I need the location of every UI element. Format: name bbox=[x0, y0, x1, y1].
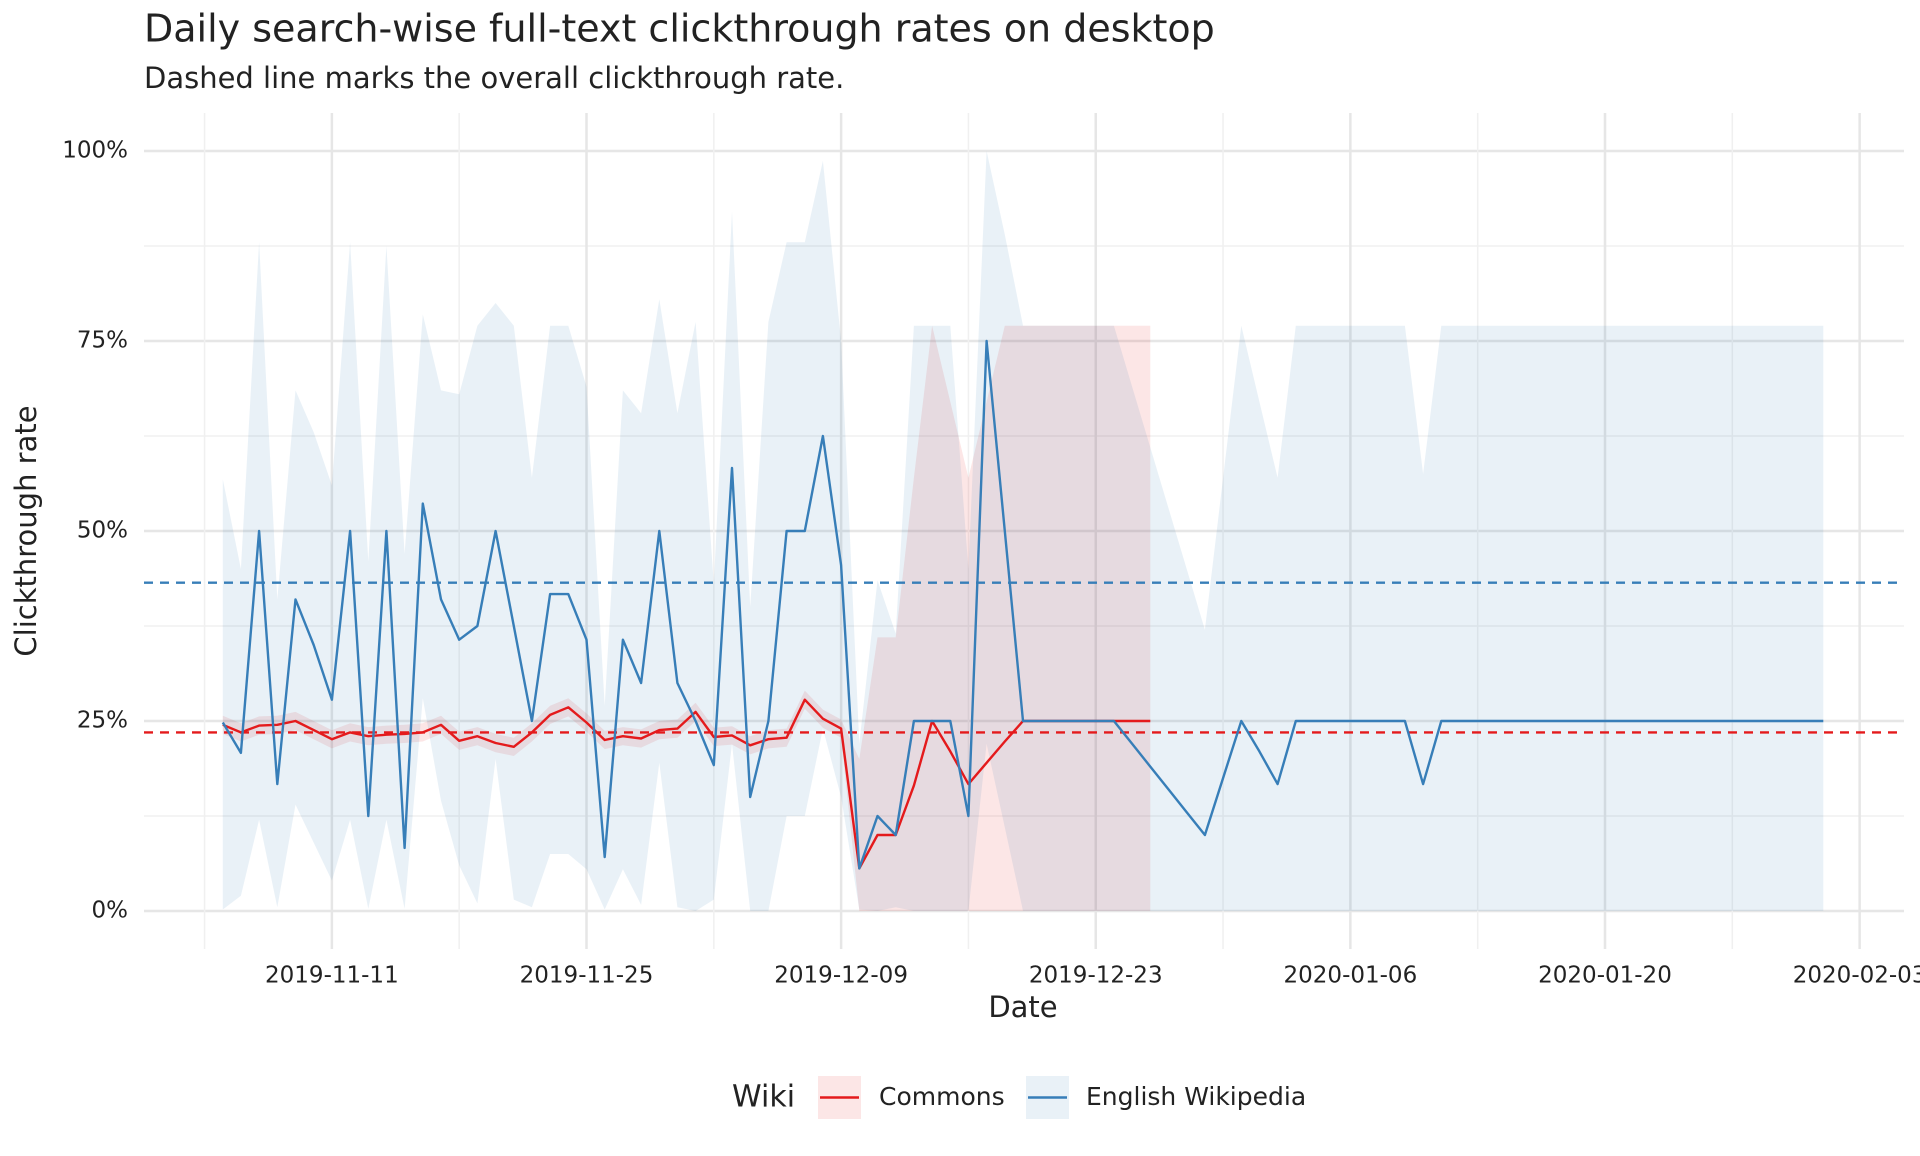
series-line bbox=[222, 698, 1151, 870]
x-tick-label: 2019-11-11 bbox=[265, 963, 399, 989]
y-axis-title: Clickthrough rate bbox=[9, 405, 43, 656]
x-tick-label: 2020-01-20 bbox=[1538, 963, 1672, 989]
legend: Wiki Commons English Wikipedia bbox=[732, 1076, 1306, 1119]
x-tick-label: 2020-02-03 bbox=[1793, 963, 1920, 989]
y-tick-label: 75% bbox=[77, 328, 128, 354]
lines bbox=[221, 339, 1824, 870]
legend-label: English Wikipedia bbox=[1086, 1082, 1306, 1111]
y-tick-label: 0% bbox=[92, 898, 129, 924]
bands bbox=[222, 151, 1824, 911]
y-tick-label: 25% bbox=[77, 708, 128, 734]
x-tick-label: 2019-12-09 bbox=[774, 963, 908, 989]
y-tick-label: 50% bbox=[77, 518, 128, 544]
chart-title: Daily search-wise full-text clickthrough… bbox=[144, 7, 1215, 51]
series-line bbox=[221, 339, 1824, 870]
x-tick-label: 2020-01-06 bbox=[1284, 963, 1418, 989]
legend-label: Commons bbox=[879, 1082, 1005, 1111]
legend-title: Wiki bbox=[732, 1080, 795, 1115]
y-tick-label: 100% bbox=[62, 138, 128, 164]
chart-subtitle: Dashed line marks the overall clickthrou… bbox=[144, 61, 844, 95]
x-axis-title: Date bbox=[988, 990, 1057, 1024]
x-tick-label: 2019-11-25 bbox=[520, 963, 654, 989]
confidence-band bbox=[222, 325, 1151, 911]
x-tick-label: 2019-12-23 bbox=[1029, 963, 1163, 989]
confidence-band bbox=[222, 151, 1824, 911]
